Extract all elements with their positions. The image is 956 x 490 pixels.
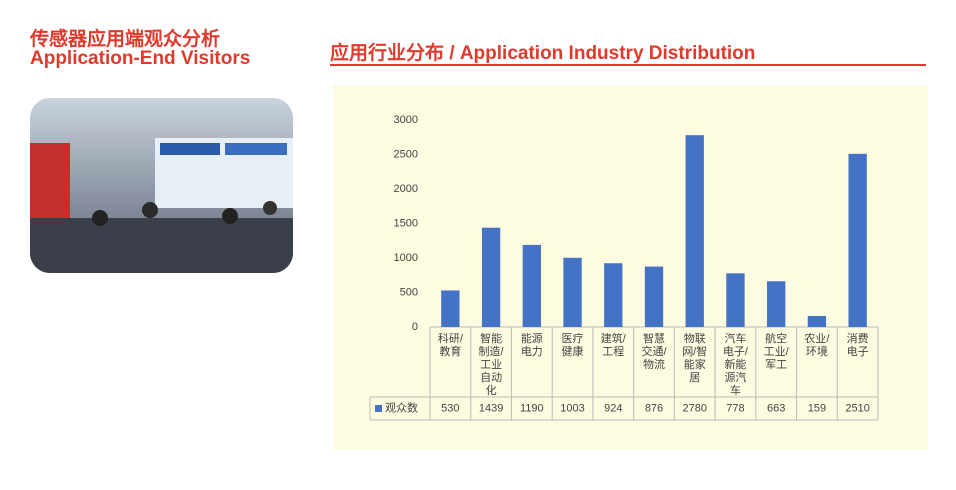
y-tick-label: 3000 (394, 114, 418, 126)
y-tick-label: 2500 (394, 148, 418, 160)
value-label: 1003 (560, 402, 584, 414)
value-label: 2510 (845, 402, 869, 414)
value-label: 1439 (479, 402, 503, 414)
x-tick-label-box: 智慧交通/物流 (641, 333, 667, 371)
x-tick-label-box: 能源电力 (520, 333, 543, 358)
bar (644, 266, 664, 327)
x-tick-label: 智能制造/工业自动化 (478, 333, 504, 397)
bar (848, 153, 867, 327)
x-tick-label-box: 物联网/智能家居 (682, 333, 708, 384)
title-rule (330, 64, 926, 66)
value-label: 159 (808, 402, 826, 414)
x-tick-label-box: 消费电子 (846, 333, 869, 358)
title-en: Application-End Visitors (30, 48, 251, 69)
x-tick-label: 建筑/工程 (600, 333, 626, 358)
value-label: 924 (604, 402, 622, 414)
x-tick-label: 物联网/智能家居 (682, 333, 708, 384)
x-tick-label: 医疗健康 (561, 333, 584, 358)
y-tick-label: 2000 (394, 183, 418, 195)
legend-swatch (375, 405, 382, 412)
bar (807, 316, 827, 327)
x-tick-label-box: 科研/教育 (437, 333, 463, 358)
bar (441, 290, 460, 327)
bar (481, 227, 501, 327)
x-tick-label-box: 智能制造/工业自动化 (478, 333, 504, 397)
bar (726, 273, 745, 327)
y-tick-label: 1000 (394, 252, 418, 264)
value-label: 876 (645, 402, 663, 414)
x-tick-label: 农业/环境 (804, 333, 830, 358)
x-tick-label-box: 汽车电子/新能源汽车 (722, 333, 748, 397)
x-tick-label-box: 农业/环境 (804, 333, 830, 358)
bar (767, 281, 786, 327)
x-tick-label: 消费电子 (846, 333, 869, 358)
y-tick-label: 1500 (394, 217, 418, 229)
bar (604, 263, 623, 327)
y-tick-label: 500 (400, 286, 418, 298)
legend-label: 观众数 (385, 401, 418, 414)
bar (522, 244, 541, 327)
photo (30, 98, 293, 273)
chart: 0 500 1000 1500 2000 2500 3000 观众数 530 1439 1190 10… (333, 85, 928, 450)
y-tick-label: 0 (412, 321, 418, 333)
x-tick-label-box: 医疗健康 (561, 333, 584, 358)
x-tick-label-box: 航空工业/军工 (763, 333, 789, 371)
value-label: 778 (726, 402, 744, 414)
x-tick-label: 科研/教育 (437, 333, 463, 358)
value-label: 530 (441, 402, 459, 414)
value-label: 663 (767, 402, 785, 414)
x-tick-label-box: 建筑/工程 (600, 333, 626, 358)
title-cn: 传感器应用端观众分析 (30, 29, 221, 50)
chart-background (333, 85, 928, 450)
x-tick-label: 航空工业/军工 (763, 333, 789, 371)
value-label: 1190 (520, 402, 544, 414)
value-label: 2780 (682, 402, 706, 414)
chart-title: 应用行业分布 / Application Industry Distributi… (330, 43, 756, 64)
x-tick-label: 汽车电子/新能源汽车 (722, 333, 748, 397)
bar (563, 257, 582, 327)
bar (685, 135, 704, 327)
x-tick-label: 能源电力 (520, 333, 543, 358)
x-tick-label: 智慧交通/物流 (641, 333, 667, 371)
